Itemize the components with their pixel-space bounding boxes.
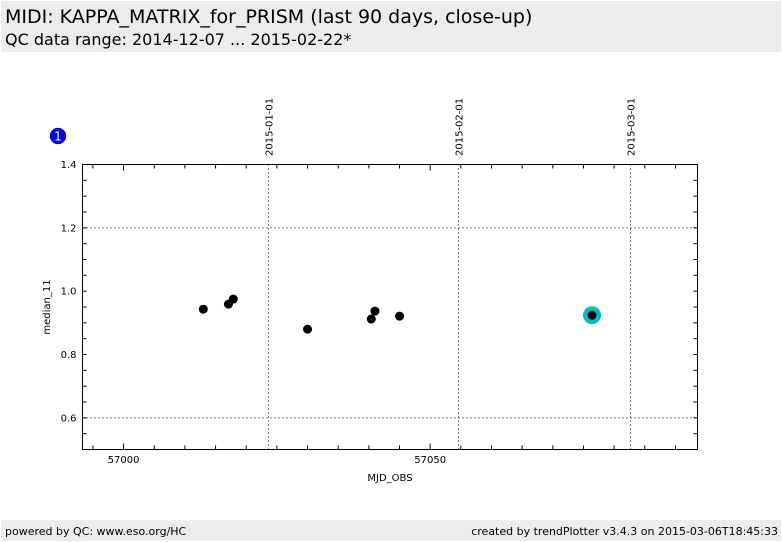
y-tick-label: 0.6 <box>61 413 77 424</box>
data-point <box>366 314 376 324</box>
date-label: 2015-01-01 <box>265 98 276 156</box>
date-label: 2015-02-01 <box>455 98 466 156</box>
y-tick-label: 0.8 <box>61 350 77 361</box>
y-axis-label: median_11 <box>42 279 53 334</box>
y-tick-label: 1.4 <box>61 160 77 171</box>
x-axis-label: MJD_OBS <box>367 473 412 484</box>
footer-bar: powered by QC: www.eso.org/HC created by… <box>1 520 781 541</box>
data-range: QC data range: 2014-12-07 ... 2015-02-22… <box>5 30 352 49</box>
page-title: MIDI: KAPPA_MATRIX_for_PRISM (last 90 da… <box>5 6 533 28</box>
badge-label: 1 <box>54 130 62 144</box>
x-tick-label: 57050 <box>414 455 446 466</box>
header-bar: MIDI: KAPPA_MATRIX_for_PRISM (last 90 da… <box>1 1 781 52</box>
data-point <box>303 324 313 334</box>
y-tick-label: 1.0 <box>61 287 77 298</box>
date-label: 2015-03-01 <box>627 98 638 156</box>
plot-frame <box>82 164 698 450</box>
data-point <box>198 304 208 314</box>
y-tick-label: 1.2 <box>61 223 77 234</box>
badge: 1 <box>49 127 67 145</box>
footer-created-by: created by trendPlotter v3.4.3 on 2015-0… <box>471 525 778 538</box>
footer-powered-by: powered by QC: www.eso.org/HC <box>5 525 187 538</box>
data-point <box>228 294 238 304</box>
data-point <box>587 310 597 320</box>
x-tick-label: 57000 <box>108 455 140 466</box>
data-point <box>370 306 380 316</box>
data-point <box>395 311 405 321</box>
